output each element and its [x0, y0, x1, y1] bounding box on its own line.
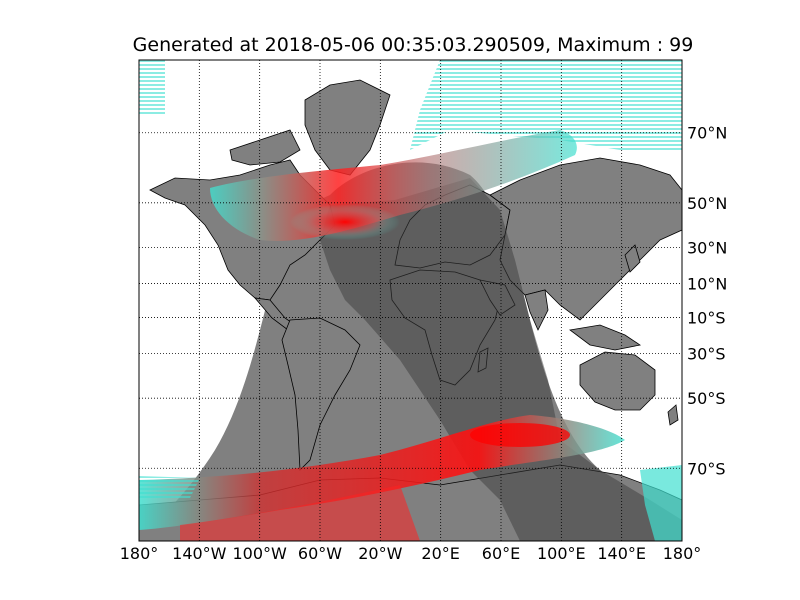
aurora-north-outer: [410, 60, 682, 150]
arctic-islands: [229, 129, 301, 166]
japan: [624, 244, 641, 273]
longitude-label: 100°W: [232, 544, 287, 563]
night-land-overlay: [320, 178, 682, 541]
indonesia: [569, 324, 642, 351]
longitude-label: 140°E: [597, 544, 646, 563]
longitude-label: 60°W: [298, 544, 342, 563]
aurora-south-right: [640, 465, 682, 541]
aurora-south-core: [470, 423, 570, 447]
latitude-label: 30°S: [687, 345, 726, 364]
india: [524, 289, 549, 331]
new-zealand: [667, 404, 679, 426]
graticule: [139, 60, 682, 541]
map-title: Generated at 2018-05-06 00:35:03.290509,…: [132, 34, 694, 56]
map-frame: [138, 59, 683, 542]
latitude-label: 10°N: [687, 275, 727, 294]
latitude-labels: 70°N 50°N 30°N 10°N 10°S 30°S 50°S 70°S: [687, 124, 727, 479]
latitude-label: 10°S: [687, 308, 726, 327]
aurora-north-left-outer: [139, 60, 165, 115]
aurora-north-core: [290, 204, 400, 240]
longitude-label: 100°E: [537, 544, 586, 563]
latitude-label: 70°S: [687, 459, 726, 478]
greenland: [304, 79, 391, 176]
latitude-label: 50°S: [687, 389, 726, 408]
longitude-label: 180°: [663, 544, 702, 563]
latitude-label: 30°N: [687, 238, 727, 257]
aurora-south-lower: [180, 485, 420, 541]
longitude-label: 180°: [120, 544, 159, 563]
longitude-label: 140°W: [172, 544, 227, 563]
latitude-label: 70°N: [687, 124, 727, 143]
aurora-south-outer: [139, 476, 200, 500]
longitude-label: 20°W: [358, 544, 402, 563]
longitude-label: 20°E: [421, 544, 459, 563]
longitude-label: 60°E: [482, 544, 520, 563]
longitude-labels: 180° 140°W 100°W 60°W 20°W 20°E 60°E 100°E 140°E…: [120, 544, 702, 563]
latitude-label: 50°N: [687, 194, 727, 213]
south-america: [281, 317, 361, 471]
